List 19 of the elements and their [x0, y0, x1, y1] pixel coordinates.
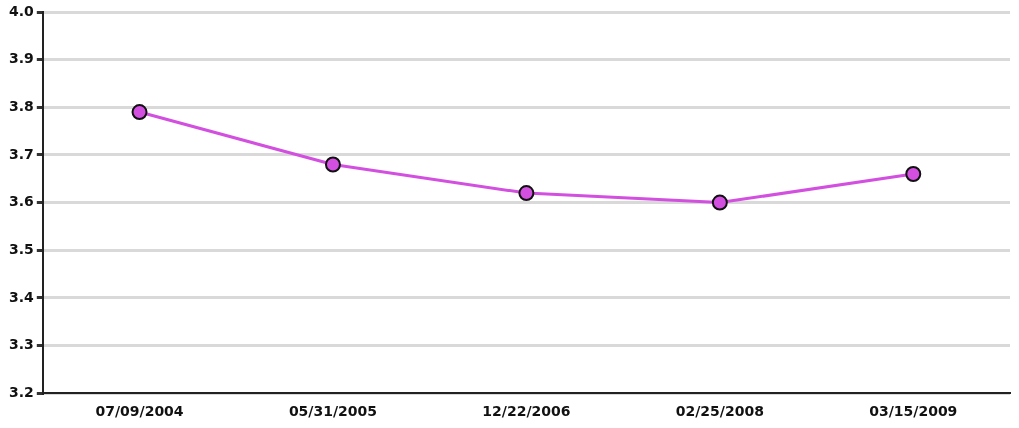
point: [131, 104, 148, 121]
y-tick-label: 3.7: [8, 145, 34, 162]
x-tick-label: 12/22/2006: [482, 403, 571, 420]
x-tick-label: 03/15/2009: [869, 403, 958, 420]
y-tick-label: 3.3: [8, 336, 34, 353]
point: [518, 185, 535, 202]
y-tick-label: 3.8: [8, 97, 34, 114]
x-tick-label: 07/09/2004: [95, 403, 184, 420]
point: [711, 194, 728, 211]
point: [324, 156, 341, 173]
x-tick-label: 05/31/2005: [288, 403, 378, 420]
y-tick-label: 3.5: [8, 240, 34, 257]
x-tick-label: 02/25/2008: [675, 403, 764, 420]
y-tick-label: 3.4: [8, 288, 35, 305]
y-tick-label: 3.6: [8, 193, 34, 210]
point: [905, 166, 922, 183]
y-tick-label: 4.0: [8, 2, 35, 19]
y-tick-label: 3.9: [8, 50, 34, 67]
y-tick-label: 3.2: [8, 383, 34, 400]
